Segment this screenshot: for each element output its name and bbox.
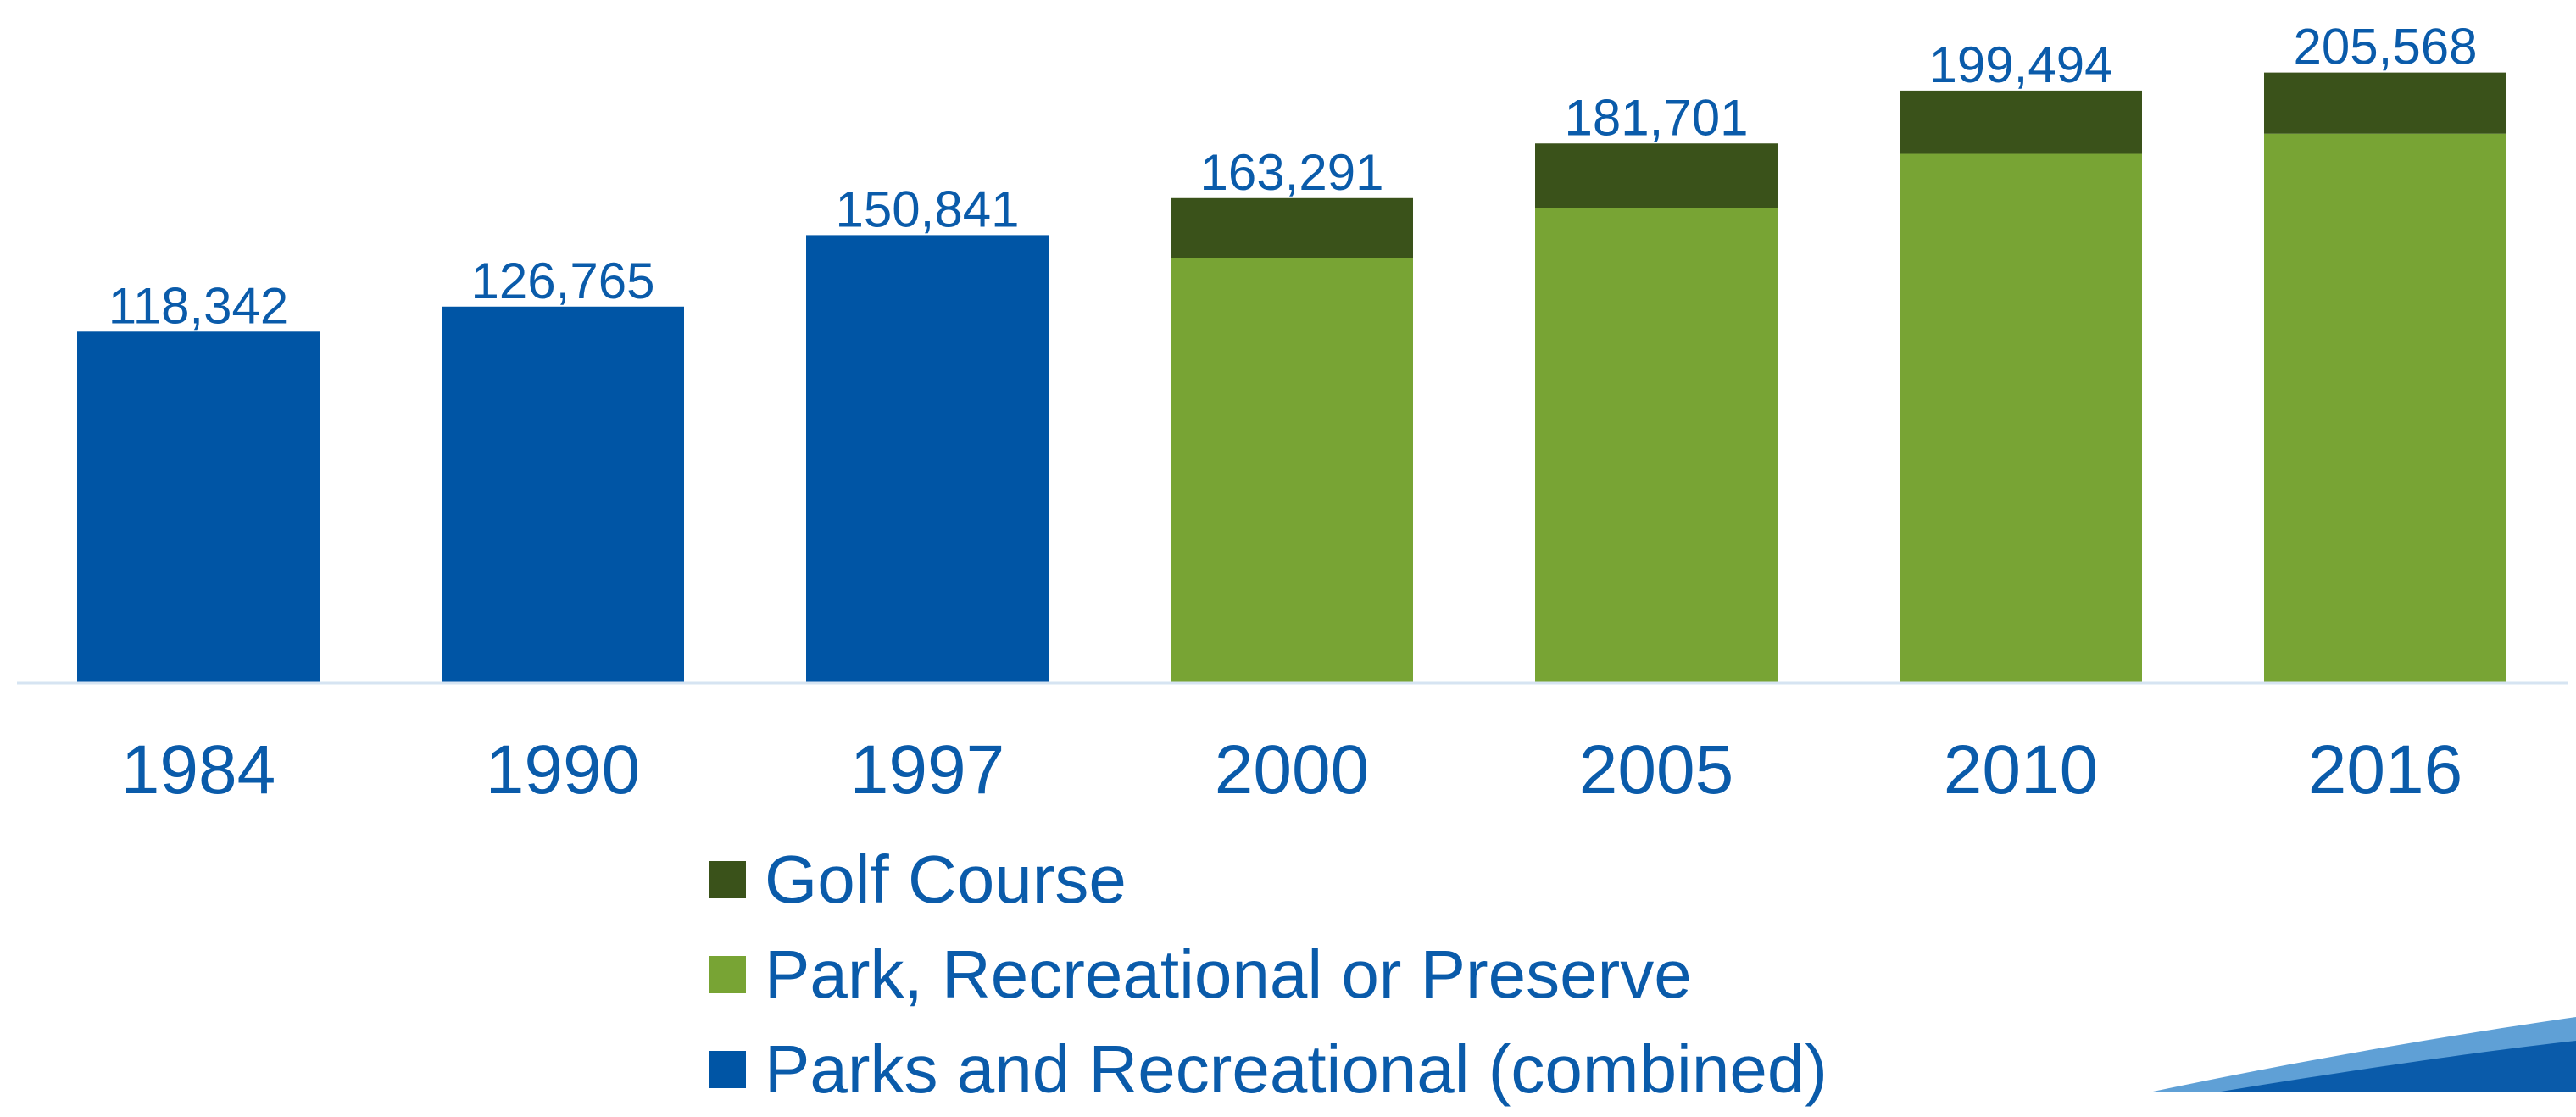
x-tick-label-2000: 2000 [1215,731,1369,809]
bar-segment-1984-combined [77,331,320,683]
bar-segment-2005-park [1535,208,1778,683]
x-tick-label-2005: 2005 [1579,731,1733,809]
value-label-1990: 126,765 [471,253,655,309]
value-label-2016: 205,568 [2294,19,2478,75]
bar-segment-2000-golf [1171,197,1413,258]
decorative-corner-swoosh [2153,1017,2576,1092]
legend-swatch-park-recreational-preserve [709,956,746,993]
stacked-bar-chart: 118,342 126,765 150,841 163,291 181,701 199,4… [17,19,2568,809]
value-labels-group: 118,342 126,765 150,841 163,291 181,701 199,4… [108,19,2478,335]
value-label-2000: 163,291 [1200,144,1384,201]
x-tick-label-1984: 1984 [121,731,275,809]
legend-swatch-golf-course [709,861,746,898]
bars-group [77,72,2506,684]
legend-label-golf-course: Golf Course [765,842,1127,917]
bar-segment-2000-park [1171,258,1413,683]
value-label-1984: 118,342 [108,277,288,334]
x-tick-label-1997: 1997 [850,731,1004,809]
bar-segment-2016-park [2264,133,2506,683]
value-label-2005: 181,701 [1565,89,1749,146]
x-tick-label-2016: 2016 [2308,731,2462,809]
bar-segment-1997-combined [806,235,1049,684]
bar-segment-2005-golf [1535,143,1778,209]
x-tick-labels-group: 1984 1990 1997 2000 2005 2010 2016 [121,731,2462,809]
bar-segment-2016-golf [2264,72,2506,134]
legend-item-park-recreational-preserve: Park, Recreational or Preserve [709,927,1828,1022]
value-label-2010: 199,494 [1929,36,2113,93]
legend-swatch-parks-recreational-combined [709,1051,746,1088]
bar-segment-2010-golf [1900,90,2142,154]
legend-label-park-recreational-preserve: Park, Recreational or Preserve [765,936,1692,1012]
x-tick-label-1990: 1990 [486,731,640,809]
value-label-1997: 150,841 [836,181,1020,237]
x-tick-label-2010: 2010 [1944,731,2098,809]
bar-segment-1990-combined [442,306,684,683]
bar-segment-2010-park [1900,153,2142,684]
legend-item-golf-course: Golf Course [709,832,1828,927]
